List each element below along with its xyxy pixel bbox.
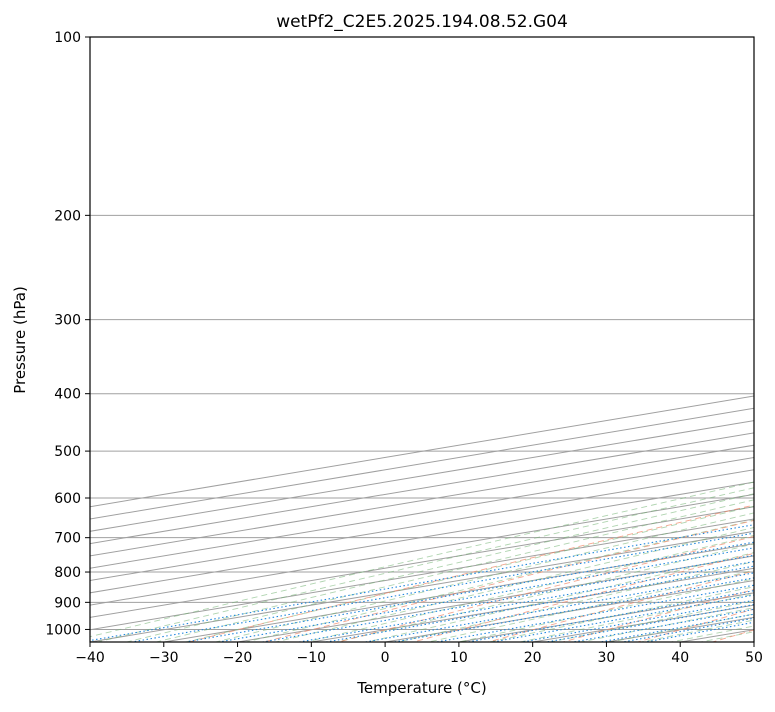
moist-adiabat-line bbox=[343, 10, 775, 654]
isotherm-line bbox=[313, 10, 775, 654]
moist-adiabat-line bbox=[372, 10, 775, 654]
chart-title: wetPf2_C2E5.2025.194.08.52.G04 bbox=[276, 12, 568, 32]
moist-adiabat-line bbox=[402, 10, 775, 654]
plot-area: 0.10.20.40.611.52346810131620253036-100-… bbox=[0, 10, 775, 654]
y-tick-label: 500 bbox=[54, 444, 81, 460]
isotherm-line bbox=[0, 10, 775, 654]
x-tick-label: 10 bbox=[450, 650, 468, 666]
y-tick-label: 400 bbox=[54, 387, 81, 403]
isotherm-line bbox=[18, 10, 775, 654]
y-axis-label: Pressure (hPa) bbox=[11, 286, 29, 394]
y-tick-label: 800 bbox=[54, 565, 81, 581]
isotherm-line bbox=[92, 10, 775, 654]
isotherm-line bbox=[0, 10, 775, 654]
isotherm-line bbox=[756, 10, 775, 654]
isotherm-line bbox=[166, 10, 775, 654]
isotherm-line bbox=[608, 10, 775, 654]
isotherm-line bbox=[0, 10, 775, 654]
isotherm-line bbox=[387, 10, 775, 654]
y-tick-label: 600 bbox=[54, 491, 81, 507]
x-tick-label: −30 bbox=[149, 650, 179, 666]
y-tick-label: 1000 bbox=[45, 622, 81, 638]
moist-adiabat-line bbox=[313, 10, 775, 654]
isotherm-line bbox=[0, 10, 775, 654]
isotherm-line bbox=[0, 10, 775, 654]
isotherm-line bbox=[0, 10, 775, 654]
x-tick-label: −40 bbox=[75, 650, 105, 666]
x-tick-label: 20 bbox=[524, 650, 542, 666]
moist-adiabat-line bbox=[431, 10, 775, 654]
moist-adiabat-line bbox=[549, 10, 775, 654]
mixing-ratio-line bbox=[195, 451, 775, 654]
x-tick-label: 30 bbox=[598, 650, 616, 666]
moist-adiabat-line bbox=[608, 10, 775, 654]
mixing-ratio-line bbox=[557, 451, 775, 654]
moist-adiabat-line bbox=[136, 10, 775, 654]
isotherm-line bbox=[0, 10, 775, 654]
y-tick-label: 300 bbox=[54, 313, 81, 329]
dry-adiabat-line bbox=[748, 10, 775, 654]
dry-adiabat-line bbox=[672, 10, 775, 654]
dry-adiabat-line bbox=[445, 10, 775, 654]
moist-adiabat-line bbox=[225, 10, 775, 654]
x-tick-label: −10 bbox=[297, 650, 327, 666]
isotherm-line bbox=[0, 10, 775, 654]
dry-adiabat-line bbox=[142, 10, 775, 654]
x-tick-label: 40 bbox=[671, 650, 689, 666]
moist-adiabat-line bbox=[18, 10, 775, 654]
y-tick-label: 100 bbox=[54, 30, 81, 46]
x-axis-label: Temperature (°C) bbox=[356, 679, 486, 697]
moist-adiabat-line bbox=[195, 10, 775, 654]
x-tick-label: −20 bbox=[223, 650, 253, 666]
moist-adiabat-line bbox=[284, 10, 775, 654]
isotherm-line bbox=[0, 10, 775, 654]
isotherm-line bbox=[0, 10, 775, 654]
moist-adiabat-line bbox=[166, 10, 775, 654]
y-tick-label: 900 bbox=[54, 595, 81, 611]
x-tick-label: 0 bbox=[381, 650, 390, 666]
x-tick-label: 50 bbox=[745, 650, 763, 666]
y-tick-label: 200 bbox=[54, 208, 81, 224]
y-tick-label: 700 bbox=[54, 531, 81, 547]
moist-adiabat-line bbox=[107, 10, 775, 654]
isotherm-line bbox=[0, 10, 775, 654]
dry-adiabat-line bbox=[369, 10, 775, 654]
